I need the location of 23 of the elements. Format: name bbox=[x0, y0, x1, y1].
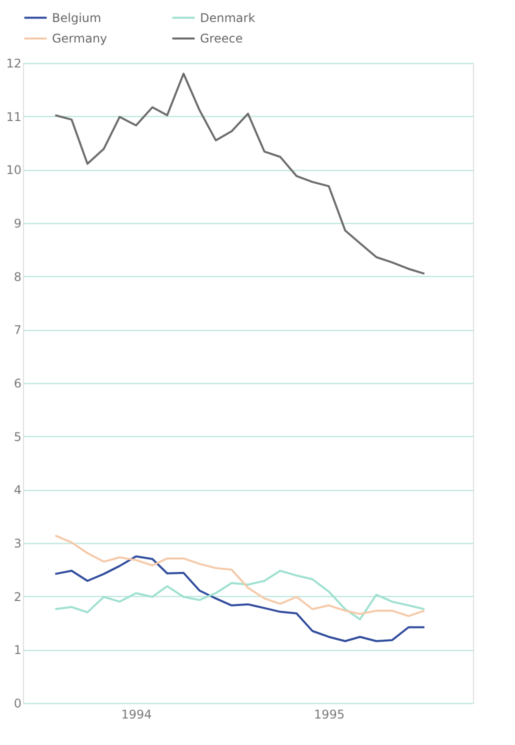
legend-label: Greece bbox=[200, 32, 243, 46]
y-tick-label: 8 bbox=[14, 270, 22, 284]
legend-label: Belgium bbox=[52, 10, 102, 25]
y-tick-label: 2 bbox=[14, 590, 22, 604]
y-tick-label: 11 bbox=[6, 110, 22, 124]
y-tick-label: 7 bbox=[14, 323, 22, 338]
y-tick-label: 12 bbox=[6, 56, 22, 70]
legend-label: Germany bbox=[52, 32, 108, 46]
line-series bbox=[54, 72, 426, 275]
line-series bbox=[54, 555, 426, 642]
legend-label: Denmark bbox=[200, 10, 256, 25]
y-tick-label: 4 bbox=[14, 483, 22, 498]
line-series bbox=[54, 534, 426, 618]
x-tick-label: 1995 bbox=[314, 708, 345, 722]
y-tick-label: 10 bbox=[6, 163, 22, 178]
y-tick-label: 0 bbox=[14, 696, 22, 710]
y-tick-label: 3 bbox=[14, 536, 22, 550]
y-tick-label: 1 bbox=[14, 643, 22, 658]
y-tick-label: 9 bbox=[14, 216, 22, 230]
y-tick-label: 5 bbox=[14, 430, 22, 444]
line-series bbox=[54, 570, 426, 620]
y-tick-label: 6 bbox=[14, 376, 22, 390]
x-tick-label: 1994 bbox=[121, 708, 152, 722]
